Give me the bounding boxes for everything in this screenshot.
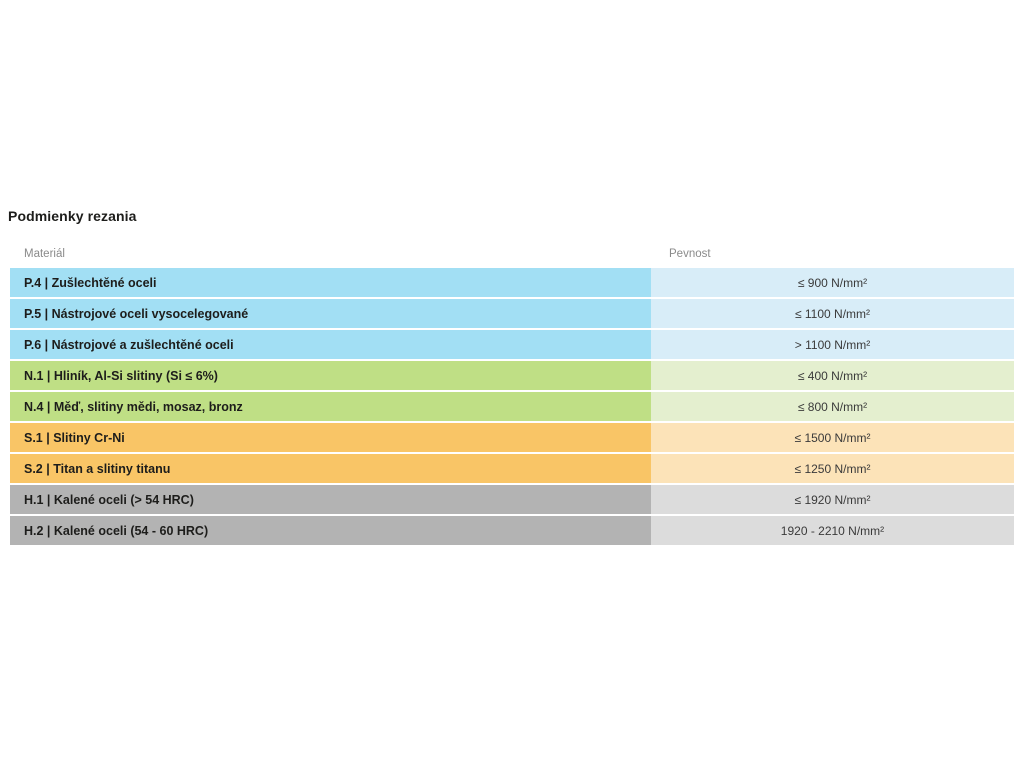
pevnost-cell: ≤ 1100 N/mm² [651,299,1014,328]
material-cell: S.1 | Slitiny Cr-Ni [10,423,651,452]
section-title: Podmienky rezania [8,208,137,224]
pevnost-cell: ≤ 1920 N/mm² [651,485,1014,514]
pevnost-cell: ≤ 800 N/mm² [651,392,1014,421]
table-row: N.1 | Hliník, Al-Si slitiny (Si ≤ 6%) ≤ … [10,361,1014,390]
table-row: N.4 | Měď, slitiny mědi, mosaz, bronz ≤ … [10,392,1014,421]
material-cell: S.2 | Titan a slitiny titanu [10,454,651,483]
table-row: H.2 | Kalené oceli (54 - 60 HRC) 1920 - … [10,516,1014,545]
pevnost-cell: 1920 - 2210 N/mm² [651,516,1014,545]
pevnost-cell: ≤ 1250 N/mm² [651,454,1014,483]
table-row: S.1 | Slitiny Cr-Ni ≤ 1500 N/mm² [10,423,1014,452]
pevnost-cell: ≤ 400 N/mm² [651,361,1014,390]
table-row: H.1 | Kalené oceli (> 54 HRC) ≤ 1920 N/m… [10,485,1014,514]
table-row: S.2 | Titan a slitiny titanu ≤ 1250 N/mm… [10,454,1014,483]
material-cell: P.5 | Nástrojové oceli vysocelegované [10,299,651,328]
table-row: P.4 | Zušlechtěné oceli ≤ 900 N/mm² [10,268,1014,297]
material-cell: H.1 | Kalené oceli (> 54 HRC) [10,485,651,514]
material-cell: P.6 | Nástrojové a zušlechtěné oceli [10,330,651,359]
pevnost-cell: > 1100 N/mm² [651,330,1014,359]
material-cell: P.4 | Zušlechtěné oceli [10,268,651,297]
column-header-pevnost: Pevnost [669,248,711,260]
cutting-conditions-table: Materiál Pevnost P.4 | Zušlechtěné oceli… [10,248,1014,547]
pevnost-cell: ≤ 900 N/mm² [651,268,1014,297]
table-body: P.4 | Zušlechtěné oceli ≤ 900 N/mm² P.5 … [10,268,1014,545]
table-header-row: Materiál Pevnost [10,248,1014,260]
material-cell: N.1 | Hliník, Al-Si slitiny (Si ≤ 6%) [10,361,651,390]
material-cell: N.4 | Měď, slitiny mědi, mosaz, bronz [10,392,651,421]
table-row: P.5 | Nástrojové oceli vysocelegované ≤ … [10,299,1014,328]
column-header-material: Materiál [24,248,65,260]
pevnost-cell: ≤ 1500 N/mm² [651,423,1014,452]
material-cell: H.2 | Kalené oceli (54 - 60 HRC) [10,516,651,545]
table-row: P.6 | Nástrojové a zušlechtěné oceli > 1… [10,330,1014,359]
